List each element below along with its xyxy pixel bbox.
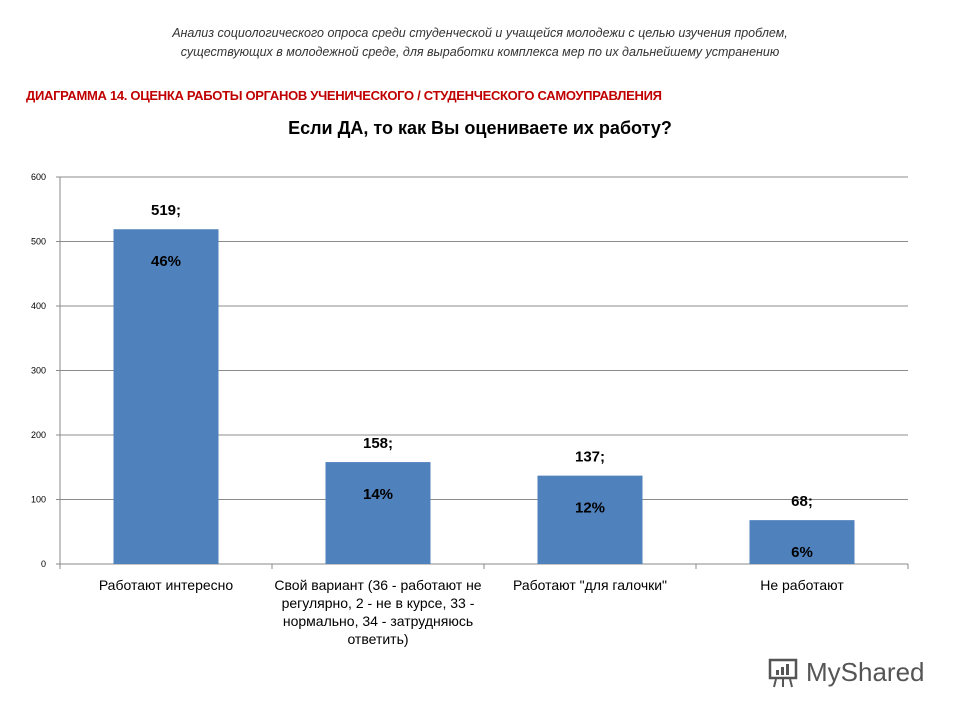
- y-tick-label: 600: [31, 172, 46, 182]
- percent-label: 12%: [575, 500, 605, 517]
- y-tick-label: 0: [41, 559, 46, 569]
- value-label: 68;: [791, 493, 813, 510]
- watermark-logo: MyShared: [766, 655, 925, 689]
- bar: [325, 462, 431, 564]
- percent-label: 14%: [363, 486, 393, 503]
- y-tick-label: 300: [31, 366, 46, 376]
- bar: [749, 520, 855, 564]
- y-tick-label: 400: [31, 301, 46, 311]
- x-category-label: Свой вариант (36 - работают не регулярно…: [274, 577, 482, 647]
- y-tick-label: 500: [31, 237, 46, 247]
- presentation-icon: [768, 658, 798, 688]
- y-tick-label: 100: [31, 495, 46, 505]
- percent-label: 6%: [791, 544, 813, 561]
- x-category-label: Работают интересно: [98, 577, 234, 593]
- x-category-label: Не работают: [760, 577, 844, 593]
- bar: [113, 229, 219, 564]
- value-label: 158;: [363, 435, 393, 452]
- value-label: 137;: [575, 449, 605, 466]
- percent-label: 46%: [151, 253, 181, 270]
- diagram-heading: ДИАГРАММА 14. ОЦЕНКА РАБОТЫ ОРГАНОВ УЧЕН…: [26, 88, 662, 103]
- value-label: 519;: [151, 202, 181, 219]
- subtitle-line-2: существующих в молодежной среде, для выр…: [180, 45, 780, 59]
- chart-title: Если ДА, то как Вы оцениваете их работу?: [288, 118, 672, 138]
- x-category-label: Работают "для галочки": [512, 577, 668, 593]
- bar: [537, 475, 643, 564]
- y-tick-label: 200: [31, 430, 46, 440]
- subtitle-line-1: Анализ социологического опроса среди сту…: [172, 26, 788, 40]
- watermark-text: MyShared: [806, 656, 925, 687]
